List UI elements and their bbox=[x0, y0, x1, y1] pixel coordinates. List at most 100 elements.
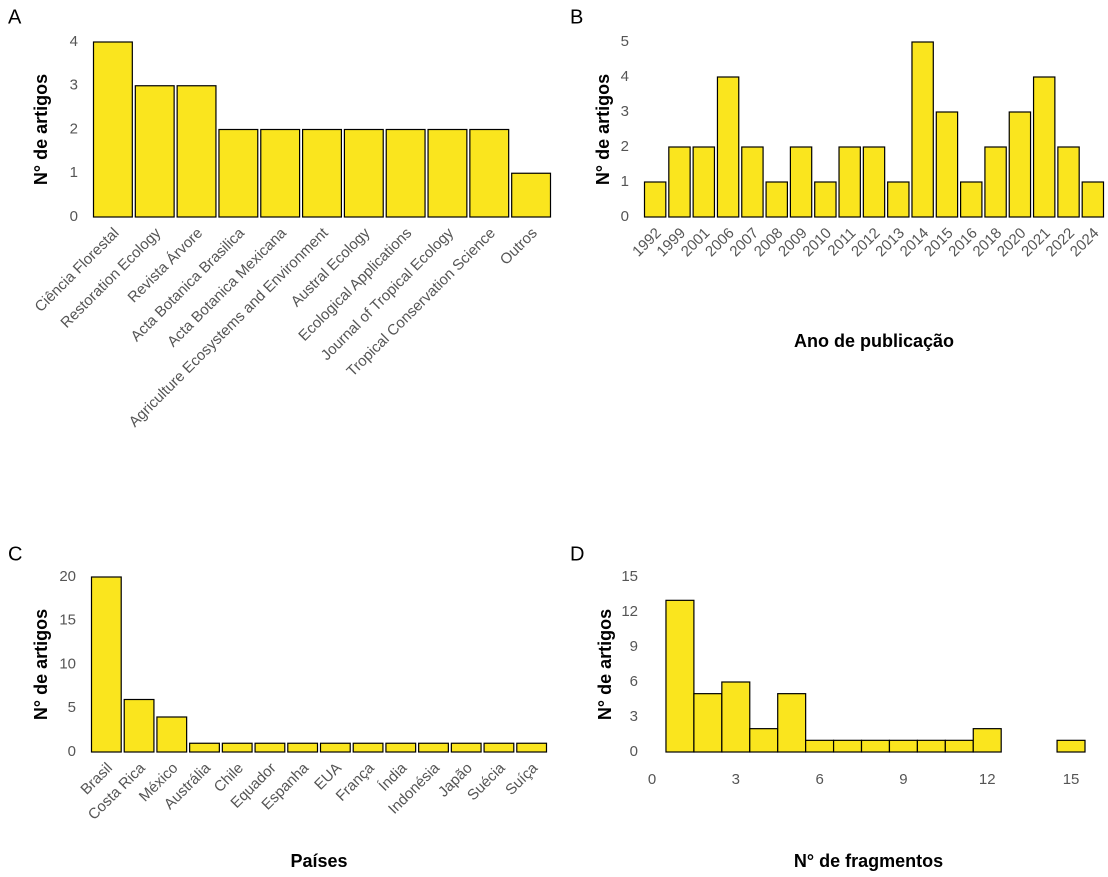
x-tick-label: 0 bbox=[648, 771, 656, 788]
bar bbox=[935, 111, 959, 218]
bar bbox=[741, 146, 764, 218]
bar bbox=[1032, 76, 1056, 218]
y-tick-label: 15 bbox=[59, 612, 76, 629]
x-tick-label: 6 bbox=[815, 771, 823, 788]
y-tick-label: 20 bbox=[59, 568, 76, 585]
bar bbox=[693, 693, 723, 753]
y-tick-label: 10 bbox=[59, 655, 76, 672]
y-tick-label: 3 bbox=[621, 103, 629, 120]
bar bbox=[692, 146, 716, 218]
y-tick-label: 1 bbox=[70, 164, 78, 181]
bar bbox=[765, 181, 788, 218]
panel-letter: C bbox=[8, 543, 22, 565]
bar bbox=[814, 181, 837, 218]
bar bbox=[721, 681, 751, 753]
y-axis-title: N° de artigos bbox=[31, 609, 51, 720]
bar bbox=[385, 128, 426, 218]
bar bbox=[789, 146, 813, 218]
bar bbox=[218, 128, 259, 218]
x-tick-label: 15 bbox=[1063, 771, 1080, 788]
bar bbox=[189, 742, 220, 753]
bar bbox=[287, 742, 319, 753]
y-tick-label: 0 bbox=[70, 208, 78, 225]
bar bbox=[838, 146, 861, 218]
bar bbox=[749, 728, 779, 753]
y-tick-label: 0 bbox=[630, 743, 638, 760]
bar bbox=[916, 739, 946, 753]
x-tick-label: 3 bbox=[732, 771, 740, 788]
x-axis-title: N° de fragmentos bbox=[794, 851, 943, 871]
x-tick-label: 12 bbox=[979, 771, 996, 788]
panel-letter: B bbox=[570, 6, 583, 28]
bar bbox=[511, 172, 552, 218]
bar bbox=[134, 85, 175, 218]
bar bbox=[972, 728, 1002, 753]
bar bbox=[716, 76, 740, 218]
bar bbox=[805, 739, 835, 753]
bar bbox=[156, 716, 188, 753]
bar bbox=[221, 742, 253, 753]
x-tick-label: Suíça bbox=[502, 759, 542, 799]
x-tick-label: 2024 bbox=[1067, 225, 1103, 261]
bar bbox=[260, 128, 301, 218]
y-tick-label: 2 bbox=[621, 138, 629, 155]
bar bbox=[483, 742, 515, 753]
y-tick-label: 5 bbox=[68, 699, 76, 716]
bar bbox=[960, 181, 983, 218]
y-tick-label: 4 bbox=[70, 33, 78, 50]
bar bbox=[319, 742, 351, 753]
x-tick-label: 9 bbox=[899, 771, 907, 788]
panel-letter: A bbox=[8, 6, 22, 28]
bar bbox=[343, 128, 384, 218]
bar bbox=[668, 146, 691, 218]
bar bbox=[450, 742, 482, 753]
y-tick-label: 3 bbox=[630, 708, 638, 725]
bar bbox=[123, 698, 155, 753]
bar bbox=[911, 41, 934, 218]
bar bbox=[1056, 739, 1086, 753]
bar bbox=[385, 742, 417, 753]
y-tick-label: 15 bbox=[621, 568, 638, 585]
bar bbox=[301, 128, 343, 218]
bar bbox=[944, 739, 974, 753]
x-axis-title: Ano de publicação bbox=[794, 331, 954, 351]
y-tick-label: 0 bbox=[621, 208, 629, 225]
bar bbox=[92, 41, 133, 218]
y-tick-label: 1 bbox=[621, 173, 629, 190]
y-axis-title: N° de artigos bbox=[31, 74, 51, 185]
bar bbox=[1057, 146, 1080, 218]
x-axis-title: Países bbox=[290, 851, 347, 871]
bar bbox=[832, 739, 863, 753]
y-axis-title: N° de artigos bbox=[593, 74, 613, 185]
panel-letter: D bbox=[570, 543, 584, 565]
bar bbox=[516, 742, 548, 753]
bar bbox=[418, 742, 449, 753]
bar bbox=[176, 85, 217, 218]
bar bbox=[643, 181, 667, 218]
y-tick-label: 4 bbox=[621, 68, 629, 85]
bar bbox=[1081, 181, 1105, 218]
y-tick-label: 12 bbox=[621, 603, 638, 620]
bar bbox=[90, 576, 122, 753]
y-axis-title: N° de artigos bbox=[595, 609, 615, 720]
y-tick-label: 5 bbox=[621, 33, 629, 50]
bar bbox=[427, 128, 468, 218]
bar bbox=[665, 599, 695, 753]
bar bbox=[469, 128, 510, 218]
y-tick-label: 0 bbox=[68, 743, 76, 760]
x-tick-label: França bbox=[333, 759, 378, 804]
y-tick-label: 2 bbox=[70, 120, 78, 137]
bar bbox=[887, 181, 910, 218]
y-tick-label: 9 bbox=[630, 638, 638, 655]
y-tick-label: 6 bbox=[630, 673, 638, 690]
bar bbox=[352, 742, 384, 753]
bar bbox=[888, 739, 918, 753]
bar bbox=[860, 739, 891, 753]
bar bbox=[1008, 111, 1032, 218]
bar bbox=[777, 693, 807, 753]
x-tick-label: Suécia bbox=[464, 759, 509, 804]
bar bbox=[984, 146, 1007, 218]
y-tick-label: 3 bbox=[70, 77, 78, 94]
x-tick-label: Outros bbox=[497, 225, 541, 269]
